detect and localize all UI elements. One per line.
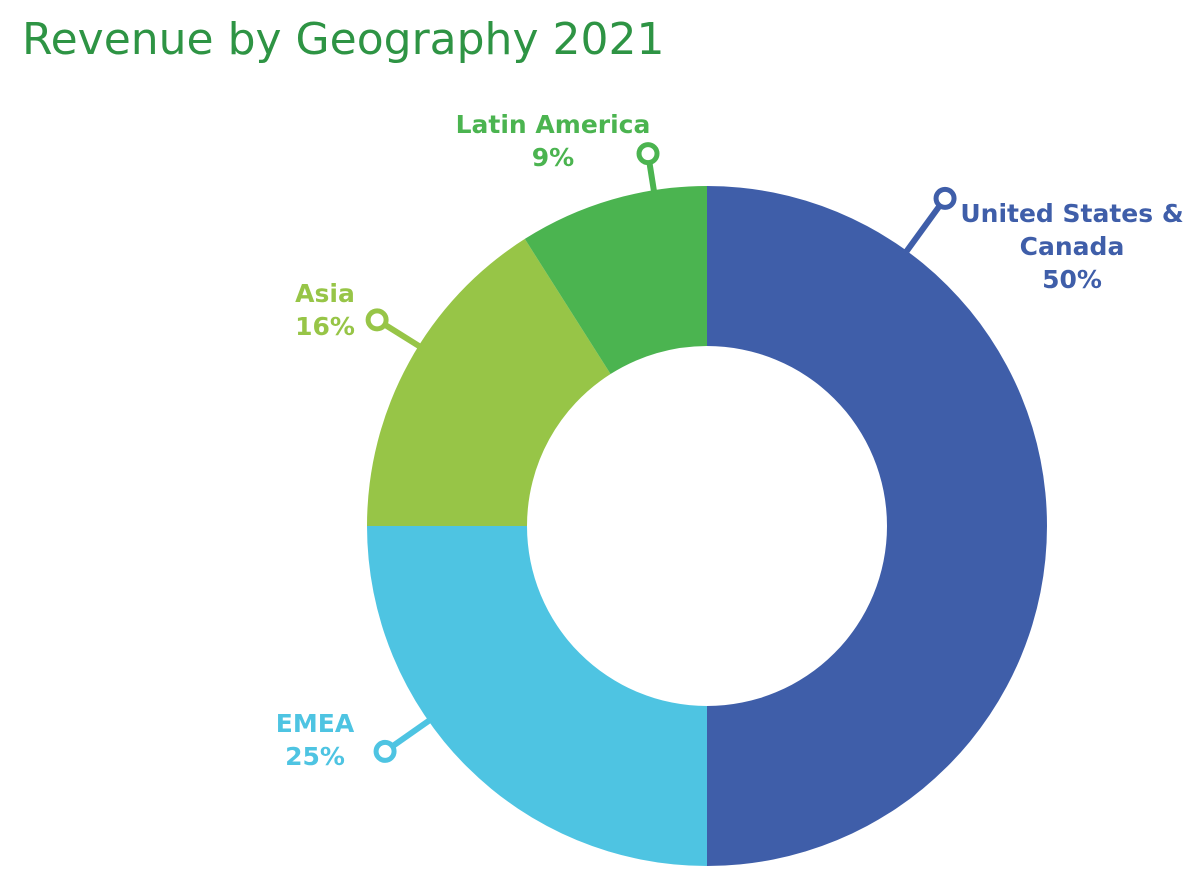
leader-marker-emea bbox=[373, 739, 397, 763]
leader-line-united-states-and-canada bbox=[900, 202, 944, 258]
slices-layer bbox=[367, 186, 1047, 866]
value-label-asia: 16% bbox=[295, 312, 355, 341]
value-label-united-states-and-canada: 50% bbox=[1042, 265, 1102, 294]
slice-latin-america bbox=[524, 186, 707, 375]
leader-marker-latin-america bbox=[636, 142, 660, 166]
leader-line-emea bbox=[389, 715, 436, 750]
leader-marker-asia bbox=[365, 308, 389, 332]
category-label-united-states-and-canada-1: United States & bbox=[960, 199, 1183, 228]
leader-marker-united-states-and-canada bbox=[933, 186, 957, 210]
labels-layer: United States & Canada 50% EMEA 25% Asia 16% La… bbox=[276, 110, 1184, 771]
slice-united-states-and-canada bbox=[707, 186, 1047, 866]
category-label-latin-america-1: Latin America bbox=[456, 110, 651, 139]
leaders-layer bbox=[365, 142, 957, 763]
chart-title: Revenue by Geography 2021 bbox=[22, 14, 665, 65]
category-label-united-states-and-canada-2: Canada bbox=[1020, 232, 1125, 261]
slice-emea bbox=[367, 526, 707, 866]
value-label-emea: 25% bbox=[285, 742, 345, 771]
value-label-latin-america: 9% bbox=[532, 143, 574, 172]
slice-asia bbox=[367, 238, 611, 526]
leader-line-latin-america bbox=[646, 160, 658, 197]
category-label-emea-1: EMEA bbox=[276, 709, 355, 738]
category-label-asia-1: Asia bbox=[295, 279, 355, 308]
leader-line-asia bbox=[381, 321, 426, 352]
